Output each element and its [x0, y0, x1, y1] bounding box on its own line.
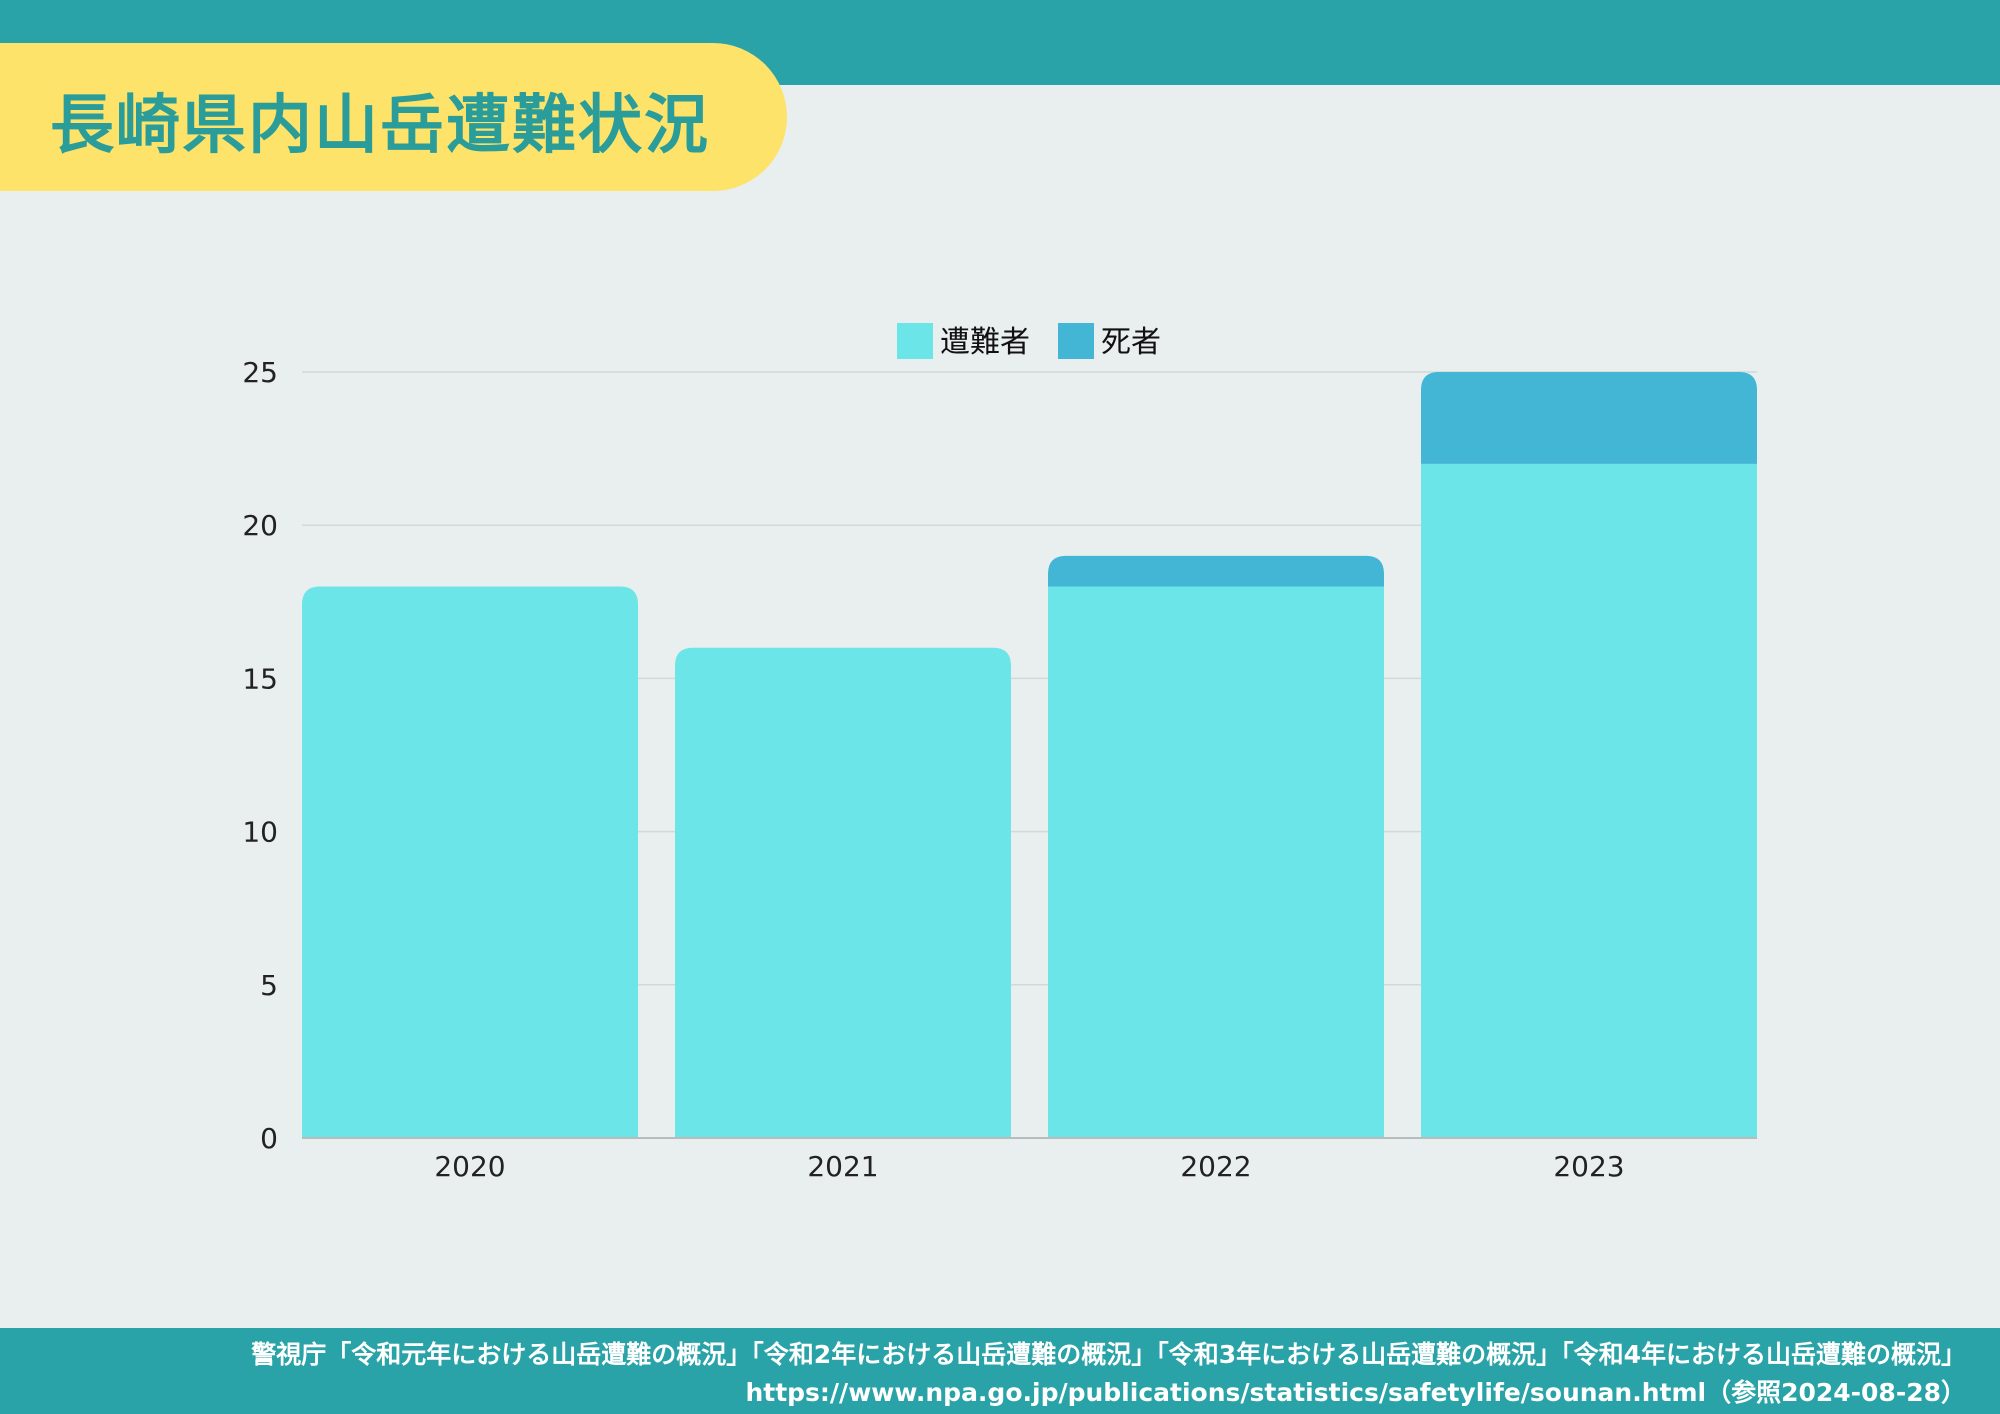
legend-label: 死者: [1101, 325, 1161, 360]
x-tick-label: 2021: [807, 1150, 878, 1183]
x-tick-label: 2022: [1180, 1150, 1251, 1183]
y-tick-label: 20: [242, 509, 278, 542]
source-footer: 警視庁「令和元年における山岳遭難の概況」「令和2年における山岳遭難の概況」「令和…: [0, 1328, 2000, 1414]
x-tick-label: 2020: [434, 1150, 505, 1183]
title-banner: [0, 43, 787, 191]
y-tick-label: 10: [242, 816, 278, 849]
legend-swatch: [1058, 323, 1094, 359]
legend-label: 遭難者: [940, 325, 1030, 360]
bar-2023-deaths: [1421, 372, 1757, 464]
y-tick-label: 0: [260, 1122, 278, 1155]
source-text: 警視庁「令和元年における山岳遭難の概況」「令和2年における山岳遭難の概況」「令和…: [251, 1340, 1966, 1369]
bar-2022-deaths: [1048, 555, 1384, 587]
y-tick-label: 25: [242, 356, 278, 389]
y-tick-label: 5: [260, 969, 278, 1002]
bar-2023-victims: [1421, 463, 1757, 1138]
stacked-bar-chart: 0 5 10 15 20 25 2020 2021 2022 2023 遭難者 死者: [242, 323, 1757, 1183]
y-tick-label: 15: [242, 662, 278, 695]
source-url[interactable]: https://www.npa.go.jp/publications/stati…: [745, 1378, 1966, 1407]
bar-2020-victims: [302, 586, 638, 1138]
bar-2021-victims: [675, 647, 1011, 1138]
bar-2022-victims: [1048, 586, 1384, 1138]
page-title: 長崎県内山岳遭難状況: [50, 89, 710, 163]
legend-swatch: [897, 323, 933, 359]
x-tick-label: 2023: [1553, 1150, 1624, 1183]
